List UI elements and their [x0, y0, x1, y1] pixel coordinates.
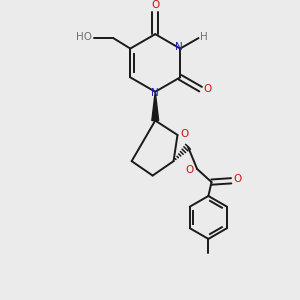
Text: N: N — [152, 88, 159, 98]
Text: O: O — [181, 129, 189, 139]
Text: O: O — [186, 165, 194, 175]
Polygon shape — [152, 92, 159, 121]
Text: HO: HO — [76, 32, 92, 42]
Text: O: O — [234, 175, 242, 184]
Text: N: N — [175, 42, 183, 52]
Text: O: O — [203, 84, 211, 94]
Text: H: H — [200, 32, 208, 42]
Text: O: O — [151, 0, 159, 11]
